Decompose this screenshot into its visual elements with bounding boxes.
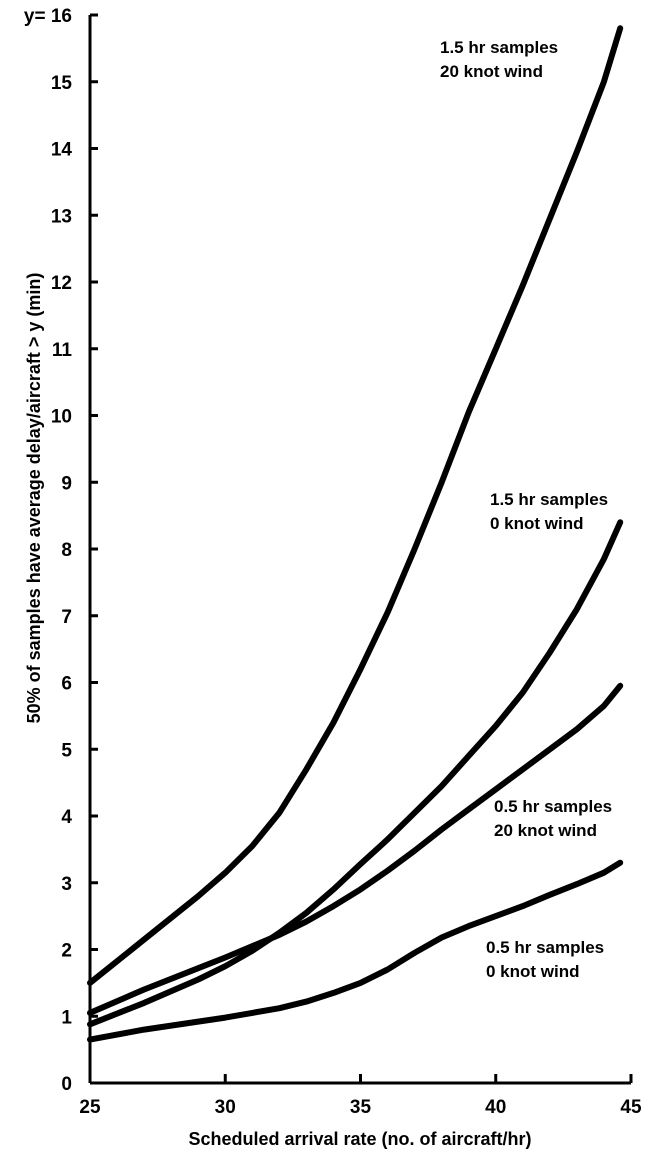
y-tick-label: 6 (61, 674, 72, 695)
y-tick-label: 11 (52, 340, 73, 361)
y-tick-label: 1 (61, 1007, 72, 1028)
series-label-2: 1.5 hr samples (490, 490, 608, 509)
y-tick-label: 7 (61, 607, 72, 628)
series-line-3 (87, 682, 624, 1016)
x-tick-label: 40 (485, 1097, 506, 1118)
series-label-2: 0 knot wind (490, 514, 584, 533)
y-tick-label: 5 (61, 740, 72, 761)
y-tick-label: 14 (51, 140, 73, 161)
y-tick-label: 9 (61, 473, 72, 494)
x-tick-label: 30 (215, 1097, 236, 1118)
x-tick-label: 25 (79, 1097, 101, 1118)
series-line-2 (87, 519, 624, 1028)
y-tick-label: 2 (61, 941, 72, 962)
x-axis: 25 30 35 40 45 (79, 1074, 642, 1118)
series-label-4: 0 knot wind (486, 962, 580, 981)
series-label-1: 20 knot wind (440, 62, 543, 81)
series-label-3: 20 knot wind (494, 821, 597, 840)
y-tick-label: 15 (51, 73, 73, 94)
series-label-4: 0.5 hr samples (486, 938, 604, 957)
x-axis-title: Scheduled arrival rate (no. of aircraft/… (188, 1129, 531, 1149)
y-axis-title: 50% of samples have average delay/aircra… (24, 273, 44, 724)
x-tick-label: 45 (620, 1097, 642, 1118)
series-line-4 (87, 859, 624, 1043)
series-label-1: 1.5 hr samples (440, 38, 558, 57)
y-tick-label: 0 (61, 1074, 72, 1095)
y-tick-label: 3 (61, 874, 72, 895)
x-tick-label: 35 (350, 1097, 372, 1118)
y-tick-label: 12 (51, 273, 72, 294)
series-labels: 1.5 hr samples 20 knot wind 1.5 hr samples… (440, 38, 612, 981)
y-tick-label: 13 (51, 206, 72, 227)
series-line-1 (87, 25, 624, 986)
series-label-3: 0.5 hr samples (494, 797, 612, 816)
y-tick-label: 10 (51, 407, 72, 428)
y-tick-label: 4 (61, 807, 72, 828)
y-tick-label: y= 16 (24, 6, 72, 27)
series-lines (87, 25, 624, 1043)
y-tick-label: 8 (61, 540, 72, 561)
